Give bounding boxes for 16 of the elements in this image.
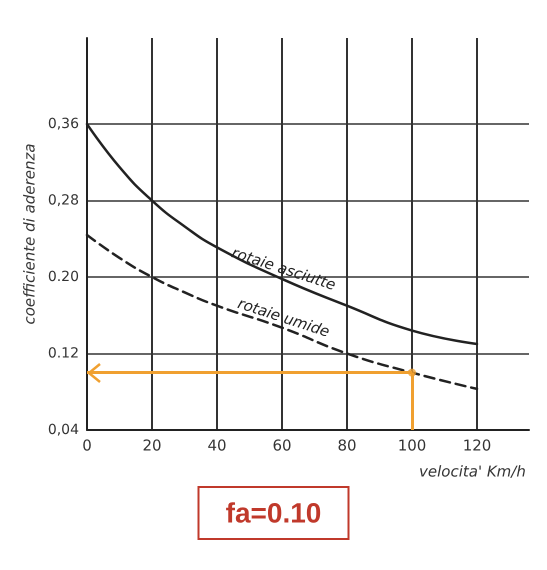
text: fa=0.10 — [226, 498, 322, 528]
x-axis-title: velocita' Km/h — [419, 462, 526, 480]
x-tick-label: 60 — [272, 436, 292, 454]
x-tick-label: 0 — [82, 436, 92, 454]
x-tick-label: 120 — [462, 436, 492, 454]
y-tick-label: 0,04 — [48, 422, 80, 438]
x-tick-label: 80 — [337, 436, 357, 454]
y-axis-title: coefficiente di aderenza — [20, 143, 38, 325]
x-tick-label: 20 — [142, 436, 162, 454]
y-tick-label: 0.12 — [48, 346, 79, 362]
y-tick-label: 0,36 — [48, 116, 80, 132]
y-tick-label: 0.20 — [48, 269, 79, 286]
y-tick-label: 0,28 — [48, 192, 79, 209]
text: rotaie umide — [235, 294, 332, 341]
x-tick-label: 40 — [207, 436, 227, 454]
x-tick-label: 100 — [398, 436, 426, 454]
